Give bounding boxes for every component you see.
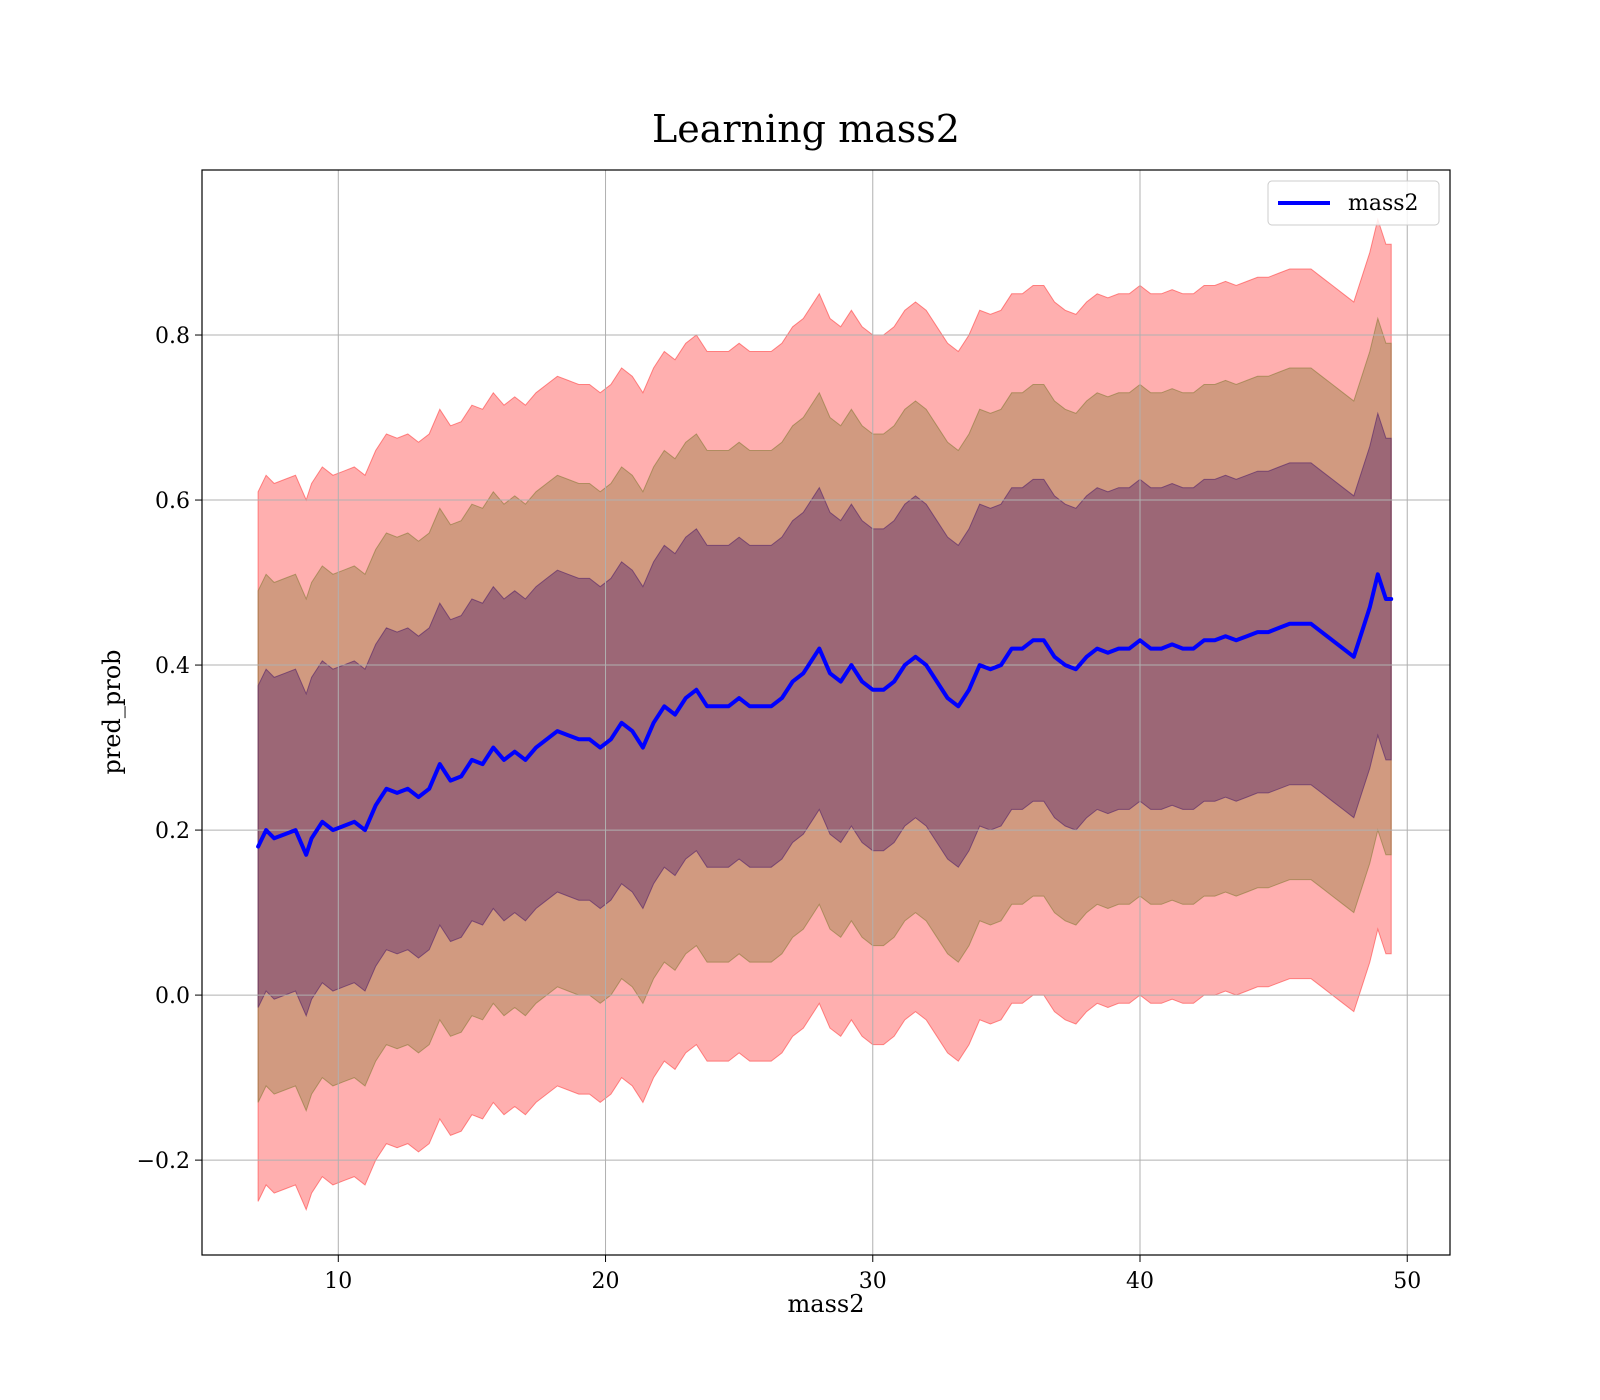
series-lines: [256, 572, 1394, 857]
y-tick-label-4: 0.6: [155, 489, 190, 514]
x-tick-label-2: 30: [859, 1269, 887, 1294]
x-tick-label-1: 20: [592, 1269, 620, 1294]
y-tick-label-3: 0.4: [155, 654, 190, 679]
y-axis-ticks: −0.2 0.0 0.2 0.4 0.6 0.8: [137, 324, 202, 1174]
x-axis-ticks: 10 20 30 40 50: [324, 1255, 1421, 1294]
confidence-band-2: [257, 411, 1392, 1018]
x-tick-label-3: 40: [1126, 1269, 1154, 1294]
x-tick-label-0: 10: [324, 1269, 352, 1294]
grid: [202, 170, 1450, 1255]
plot-area-frame: [201, 169, 1451, 1256]
y-axis-label: pred_prob: [98, 649, 126, 774]
x-axis-label: mass2: [788, 1290, 865, 1318]
confidence-band-1: [257, 316, 1392, 1113]
legend-box: [1267, 180, 1440, 226]
y-tick-label-2: 0.2: [155, 819, 190, 844]
y-tick-label-1: 0.0: [155, 984, 190, 1009]
series-line-0: [256, 572, 1394, 857]
confidence-bands: [257, 217, 1392, 1212]
x-tick-label-4: 50: [1393, 1269, 1421, 1294]
y-tick-label-0: −0.2: [137, 1149, 190, 1174]
legend-label: mass2: [1348, 191, 1419, 216]
confidence-band-0: [257, 217, 1392, 1212]
legend: mass2: [1267, 180, 1440, 226]
chart-title: Learning mass2: [652, 107, 960, 151]
y-tick-label-5: 0.8: [155, 324, 190, 349]
